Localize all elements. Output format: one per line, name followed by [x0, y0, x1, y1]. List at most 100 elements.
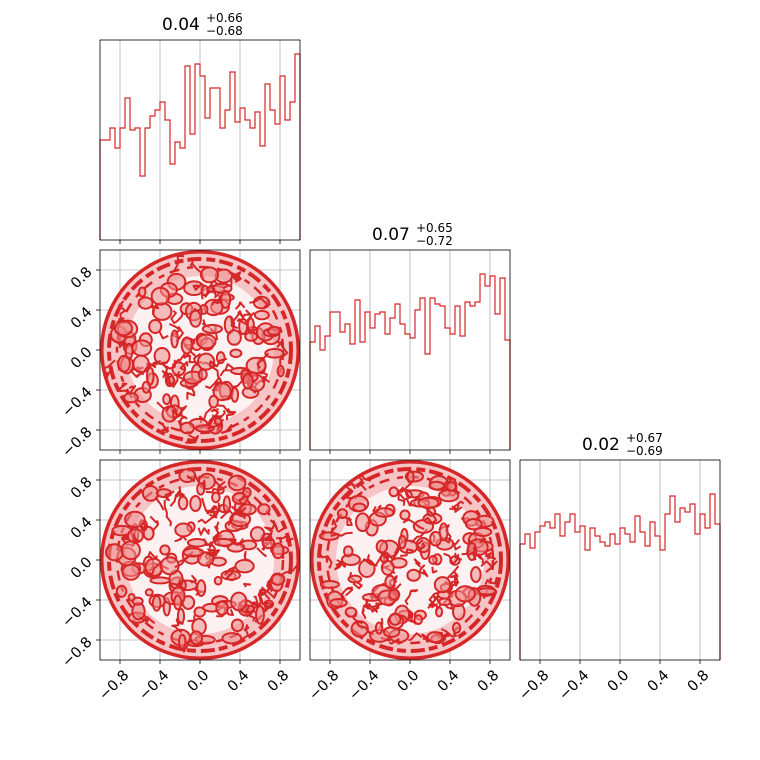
contour-blob	[197, 368, 208, 381]
x-tick-label: −0.8	[306, 667, 342, 703]
contour-line	[486, 556, 497, 561]
contour-blob	[454, 585, 476, 603]
contour-line	[330, 531, 353, 538]
contour-blob	[276, 364, 285, 378]
contour-line	[479, 538, 487, 544]
title-upper-error: +0.65	[416, 221, 453, 235]
contour-blob	[144, 588, 154, 597]
title-lower-error: −0.68	[206, 24, 243, 38]
contour-line	[258, 591, 271, 600]
x-tick-label: 0.0	[395, 667, 423, 695]
contour-blob	[180, 336, 194, 355]
contour-blob	[242, 487, 252, 498]
contour-blob	[123, 392, 139, 404]
contour-blob	[352, 502, 367, 513]
contour-layer	[100, 460, 300, 660]
contour-line	[208, 357, 228, 369]
histogram-line	[519, 493, 721, 660]
contour-ring	[100, 460, 300, 660]
contour-line	[225, 412, 235, 421]
contour-blob	[230, 386, 240, 403]
contour-line	[186, 473, 201, 483]
contour-blob	[428, 480, 446, 491]
contour-line	[243, 582, 251, 588]
contour-blob	[124, 510, 146, 529]
contour-line	[164, 490, 175, 502]
y-tick-label: 0.0	[68, 554, 96, 582]
contour-blob	[213, 537, 234, 547]
contour-line	[175, 325, 184, 343]
contour-blob	[174, 522, 193, 538]
contour-blob	[437, 597, 452, 607]
y-tick-label: −0.8	[59, 424, 95, 460]
contour-blob	[464, 517, 483, 531]
contour-line	[372, 504, 382, 514]
contour-blob	[179, 421, 195, 435]
contour-blob	[151, 594, 162, 612]
contour-line	[169, 579, 182, 589]
contour-line	[128, 385, 137, 393]
contour-line	[170, 309, 184, 325]
contour-blob	[149, 576, 171, 585]
contour-blob	[230, 591, 248, 612]
contour-line	[400, 548, 414, 557]
contour-blob	[253, 309, 270, 321]
contour-blob	[451, 621, 462, 634]
contour-line	[231, 505, 247, 516]
y-tick-label: 0.8	[68, 264, 96, 292]
contour-blob	[244, 331, 259, 342]
contour-line	[402, 518, 425, 531]
contour-blob	[226, 329, 242, 346]
x-tick-label: −0.8	[96, 667, 132, 703]
contour-line	[408, 609, 417, 625]
contour-blob	[194, 424, 215, 433]
contour-line	[276, 341, 284, 348]
x-tick-label: −0.4	[136, 667, 172, 703]
contour-line	[187, 614, 196, 622]
y-tick-label: 0.4	[68, 514, 96, 542]
y-tick-label: −0.4	[59, 594, 95, 630]
histogram-line	[309, 273, 511, 450]
contour-line	[413, 558, 421, 568]
contour-blob	[257, 503, 271, 516]
contour-blob	[137, 296, 154, 310]
histogram-panel-0: 0.04 +0.66−0.68	[99, 11, 301, 244]
contour-blob	[215, 351, 226, 365]
contour-line	[340, 515, 353, 526]
contour-line	[102, 359, 116, 383]
contour-blob	[384, 574, 396, 590]
contour-blob	[173, 594, 183, 611]
contour-layer	[310, 460, 510, 660]
contour-blob	[177, 495, 189, 511]
contour-blob	[124, 342, 134, 360]
contour-line	[362, 554, 378, 567]
x-tick-label: 0.8	[265, 667, 293, 695]
contour-line	[443, 552, 460, 566]
title-upper-error: +0.67	[626, 431, 663, 445]
contour-line	[453, 500, 465, 513]
contour-blob	[347, 574, 363, 584]
contour-line	[186, 386, 196, 400]
contour-blob	[221, 632, 243, 645]
x-tick-label: 0.4	[645, 667, 673, 695]
contour-blob	[186, 538, 208, 548]
x-tick-label: −0.8	[516, 667, 552, 703]
contour-blob	[264, 348, 285, 359]
contour-line	[361, 602, 371, 619]
contour-line	[253, 595, 267, 613]
histogram-panel-1: 0.07 +0.65−0.72	[309, 221, 511, 454]
contour-blob	[249, 526, 266, 542]
contour-blob	[319, 580, 340, 589]
contour-line	[366, 603, 380, 613]
contour-blob	[105, 543, 125, 562]
title-lower-error: −0.72	[416, 234, 453, 248]
contour-line	[171, 406, 187, 421]
x-tick-label: −0.4	[556, 667, 592, 703]
contour-line	[232, 310, 244, 325]
contour-ring	[100, 250, 300, 450]
contour-blob	[445, 481, 457, 492]
contour-blob	[220, 290, 232, 309]
contour-blob	[318, 531, 340, 541]
contour-line	[212, 478, 226, 489]
contour-blob	[399, 509, 411, 521]
